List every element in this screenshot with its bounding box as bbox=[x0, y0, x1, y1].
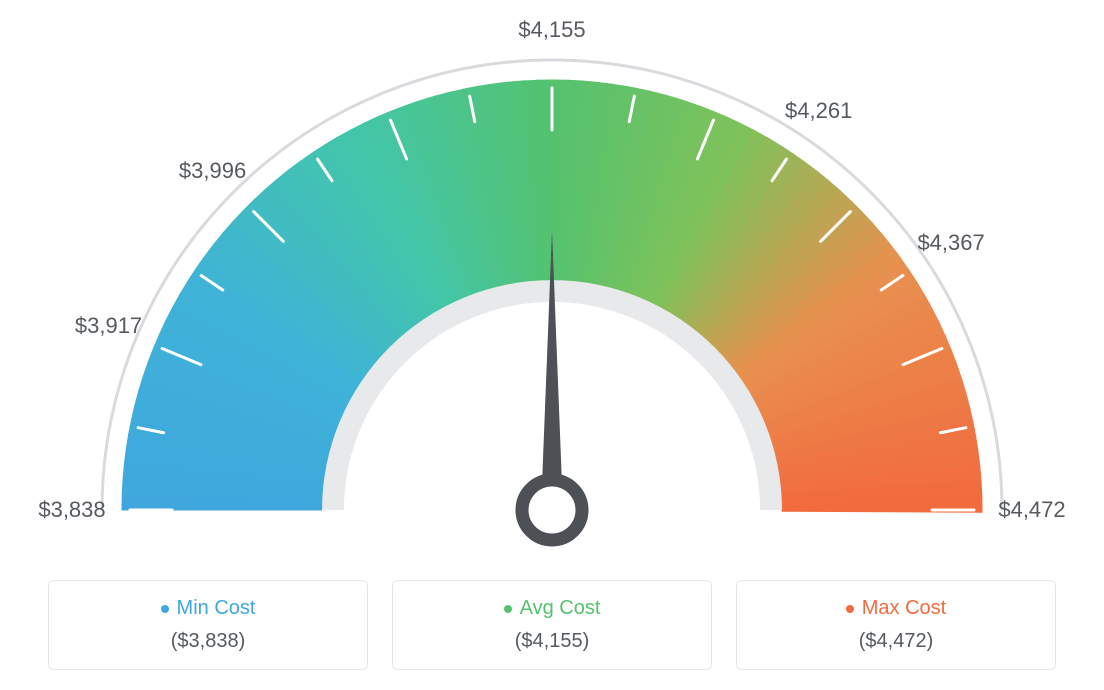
gauge-tick-label: $4,367 bbox=[917, 230, 984, 256]
legend-label-max: Max Cost bbox=[862, 597, 946, 620]
legend-dot-avg bbox=[504, 605, 512, 613]
legend-value-min: ($3,838) bbox=[69, 630, 347, 653]
gauge-tick-label: $3,917 bbox=[75, 313, 142, 339]
legend-label-min: Min Cost bbox=[177, 597, 256, 620]
gauge-tick-label: $4,261 bbox=[785, 98, 852, 124]
gauge-svg bbox=[0, 0, 1104, 560]
legend-title-max: Max Cost bbox=[846, 597, 946, 620]
legend-dot-max bbox=[846, 605, 854, 613]
legend-value-max: ($4,472) bbox=[757, 630, 1035, 653]
legend-label-avg: Avg Cost bbox=[520, 597, 601, 620]
legend-row: Min Cost ($3,838) Avg Cost ($4,155) Max … bbox=[0, 580, 1104, 670]
legend-title-min: Min Cost bbox=[161, 597, 256, 620]
gauge-tick-label: $3,838 bbox=[38, 497, 105, 523]
gauge-tick-label: $4,472 bbox=[998, 497, 1065, 523]
legend-title-avg: Avg Cost bbox=[504, 597, 601, 620]
gauge-chart: $3,838 $3,917 $3,996 $4,155 $4,261 $4,367 $4,4… bbox=[0, 0, 1104, 560]
gauge-tick-label: $3,996 bbox=[179, 158, 246, 184]
legend-card-avg: Avg Cost ($4,155) bbox=[392, 580, 712, 670]
legend-dot-min bbox=[161, 605, 169, 613]
gauge-tick-label: $4,155 bbox=[518, 17, 585, 43]
legend-value-avg: ($4,155) bbox=[413, 630, 691, 653]
legend-card-min: Min Cost ($3,838) bbox=[48, 580, 368, 670]
legend-card-max: Max Cost ($4,472) bbox=[736, 580, 1056, 670]
